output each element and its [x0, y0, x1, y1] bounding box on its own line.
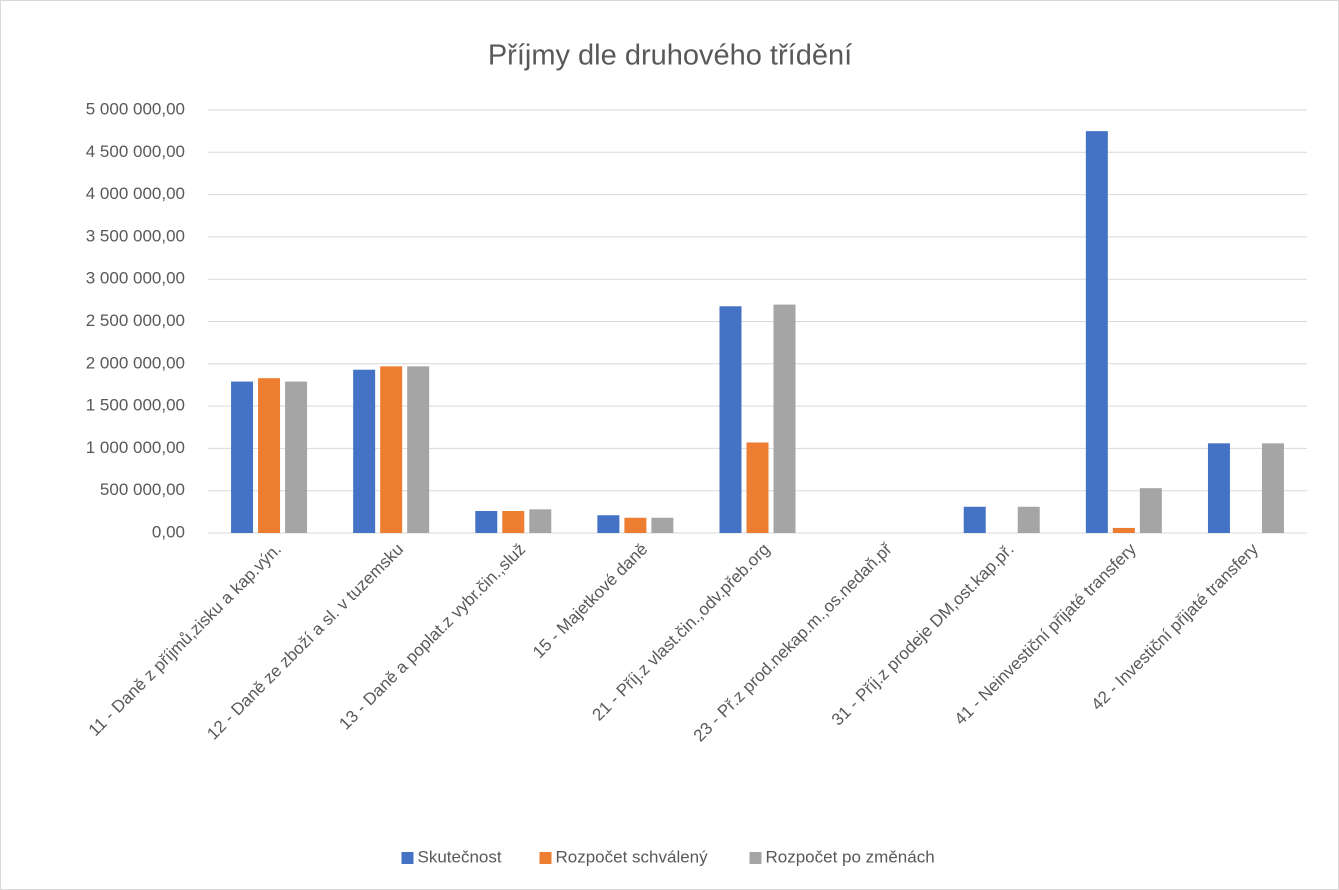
y-tick-label: 500 000,00: [100, 480, 185, 499]
y-tick-label: 2 500 000,00: [86, 311, 185, 330]
y-tick-label: 1 500 000,00: [86, 396, 185, 415]
legend-swatch: [749, 852, 762, 864]
bar: [407, 366, 430, 533]
legend-label: Skutečnost: [418, 847, 502, 866]
bar: [624, 517, 647, 533]
y-tick-label: 1 000 000,00: [86, 438, 185, 457]
bar: [963, 506, 986, 533]
bar: [1017, 506, 1040, 533]
y-tick-label: 4 000 000,00: [86, 184, 185, 203]
bar: [285, 381, 308, 533]
y-tick-label: 2 000 000,00: [86, 353, 185, 372]
chart-title: Příjmy dle druhového třídění: [488, 40, 852, 72]
y-tick-label: 5 000 000,00: [86, 99, 185, 118]
bar: [353, 369, 376, 533]
bar: [597, 515, 620, 533]
bar: [746, 442, 769, 533]
legend-swatch: [539, 852, 552, 864]
bar: [1085, 131, 1108, 533]
bar: [258, 378, 281, 533]
legend-swatch: [401, 852, 414, 864]
bar: [1139, 488, 1162, 533]
bar: [719, 306, 742, 533]
bar: [231, 381, 254, 533]
bar: [1112, 527, 1135, 533]
y-tick-label: 0,00: [152, 522, 185, 541]
y-tick-label: 4 500 000,00: [86, 142, 185, 161]
legend-label: Rozpočet schválený: [556, 847, 709, 866]
y-tick-label: 3 000 000,00: [86, 269, 185, 288]
bar: [773, 304, 796, 533]
bar: [1261, 443, 1284, 533]
y-tick-label: 3 500 000,00: [86, 226, 185, 245]
bar: [502, 511, 525, 533]
bar: [475, 511, 498, 533]
bar: [651, 517, 674, 533]
bar: [529, 509, 552, 533]
bar: [1207, 443, 1230, 533]
bar: [380, 366, 403, 533]
legend-label: Rozpočet po změnách: [766, 847, 935, 866]
